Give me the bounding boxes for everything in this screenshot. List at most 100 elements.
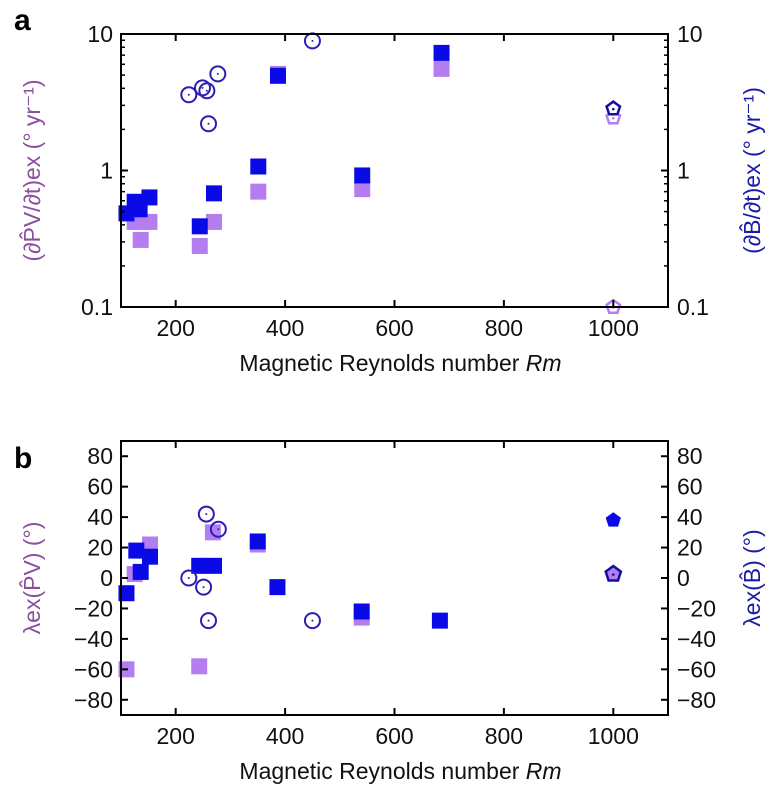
- data-point-square: [269, 579, 286, 596]
- data-point-square: [250, 183, 267, 200]
- data-point-square: [191, 237, 208, 254]
- x-tick-label: 800: [485, 723, 523, 749]
- data-point-circle: [209, 65, 227, 83]
- x-axis-title-text: Magnetic Reynolds number: [239, 350, 525, 376]
- y-tick-label-right: −40: [677, 626, 716, 652]
- x-axis-title-italic: Rm: [526, 350, 562, 376]
- y-tick-label-right: 40: [677, 504, 703, 530]
- data-point-square: [191, 658, 208, 675]
- y-tick-label-left: −80: [74, 687, 113, 713]
- data-point-circle-dot: [201, 86, 204, 89]
- y-tick-label-right: 20: [677, 535, 703, 561]
- data-point-circle: [209, 520, 227, 538]
- markers: [118, 505, 623, 678]
- y-tick-label-right: 80: [677, 443, 703, 469]
- x-tick-label: 1000: [588, 723, 639, 749]
- data-point-square: [205, 213, 222, 230]
- data-point-square: [141, 189, 158, 206]
- y-tick-label-left: −60: [74, 656, 113, 682]
- y-tick-label-right: 60: [677, 474, 703, 500]
- data-point-circle-dot: [311, 39, 314, 42]
- y-tick-label-right: 10: [677, 21, 703, 47]
- y-tick-label-right: −60: [677, 656, 716, 682]
- y-tick-label-left: 0.1: [81, 294, 113, 320]
- data-point-circle: [198, 82, 216, 100]
- x-axis-title: Magnetic Reynolds number Rm: [239, 758, 561, 784]
- data-point-circle-dot: [311, 619, 314, 622]
- y-tick-label-left: 60: [87, 474, 113, 500]
- data-point-square: [132, 563, 149, 580]
- x-tick-label: 600: [375, 315, 413, 341]
- data-point-square: [433, 60, 450, 77]
- y-axis-title-left: λex(P̂V) (°): [18, 522, 45, 635]
- plot-frame: [120, 33, 669, 308]
- data-point-circle: [303, 612, 321, 630]
- x-tick-label: 600: [375, 723, 413, 749]
- data-point-circle: [180, 569, 198, 587]
- data-point-square: [118, 585, 135, 602]
- data-point-square: [141, 213, 158, 230]
- y-tick-label-left: −20: [74, 595, 113, 621]
- data-point-square: [191, 218, 208, 235]
- data-point-circle-dot: [217, 528, 220, 531]
- data-point-circle-dot: [207, 122, 210, 125]
- y-tick-label-right: −20: [677, 595, 716, 621]
- x-axis-title: Magnetic Reynolds number Rm: [239, 350, 561, 376]
- data-point-square: [204, 524, 221, 541]
- data-point-square: [269, 67, 286, 84]
- data-point-square: [132, 231, 149, 248]
- data-point-circle: [194, 79, 212, 97]
- data-point-square: [128, 542, 145, 559]
- panel-label-a: a: [14, 4, 31, 37]
- x-tick-label: 1000: [588, 315, 639, 341]
- x-tick-label: 200: [157, 723, 195, 749]
- y-tick-label-left: 10: [87, 21, 113, 47]
- x-axis-title-italic: Rm: [526, 758, 562, 784]
- y-tick-label-left: 80: [87, 443, 113, 469]
- data-point-square: [141, 536, 158, 553]
- data-point-circle: [180, 86, 198, 104]
- y-tick-label-left: −40: [74, 626, 113, 652]
- data-point-circle-dot: [205, 513, 208, 516]
- y-tick-label-left: 20: [87, 535, 113, 561]
- data-point-pentagon-dot: [612, 116, 615, 120]
- x-tick-label: 400: [266, 315, 304, 341]
- y-axis-title-right: λex(B̂) (°): [738, 529, 765, 626]
- data-point-square: [191, 557, 208, 574]
- data-point-pentagon-dot: [612, 107, 615, 111]
- y-tick-label-right: −80: [677, 687, 716, 713]
- panel-a-plot: 200 400 600 800 1000 0.1 0.1 1 1 10 10 Magnetic Rey…: [18, 21, 765, 376]
- data-point-circle-dot: [216, 72, 219, 75]
- y-axis-title-right: (∂B̂/∂t)ex (° yr⁻¹): [738, 87, 765, 254]
- data-point-square: [354, 167, 371, 184]
- data-point-square: [353, 603, 370, 620]
- data-point-pentagon-dot: [612, 573, 615, 576]
- markers: [118, 32, 622, 314]
- data-point-circle-dot: [205, 89, 208, 92]
- x-tick-label: 800: [485, 315, 523, 341]
- panel-b-plot: 200 400 600 800 1000−80 −80−60 −60−40 −40−20 −20…: [18, 440, 765, 784]
- panel-label-b: b: [14, 442, 32, 475]
- x-tick-label: 200: [157, 315, 195, 341]
- y-tick-label-right: 0: [677, 565, 690, 591]
- data-point-square: [205, 185, 222, 202]
- y-tick-label-left: 0: [100, 565, 113, 591]
- y-tick-label-right: 0.1: [677, 294, 709, 320]
- data-point-circle: [195, 578, 213, 596]
- data-point-square: [433, 44, 450, 61]
- data-point-circle-dot: [187, 93, 190, 96]
- data-point-square: [250, 158, 267, 175]
- data-point-circle: [200, 612, 218, 630]
- data-point-square: [249, 533, 266, 550]
- data-point-circle-dot: [207, 619, 210, 622]
- y-tick-label-left: 40: [87, 504, 113, 530]
- data-point-circle: [197, 505, 215, 523]
- data-point-circle: [200, 115, 218, 133]
- data-point-pentagon-filled: [605, 512, 621, 527]
- data-point-square: [431, 612, 448, 629]
- x-axis-title-text: Magnetic Reynolds number: [239, 758, 525, 784]
- y-axis-title-left: (∂P̂V/∂t)ex (° yr⁻¹): [18, 79, 45, 261]
- x-tick-label: 400: [266, 723, 304, 749]
- y-tick-label-left: 1: [100, 158, 113, 184]
